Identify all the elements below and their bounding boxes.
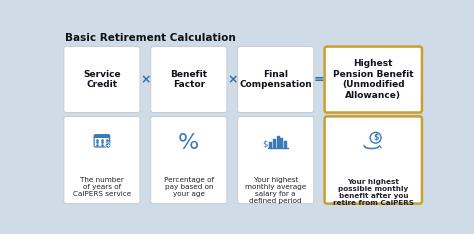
Text: Your highest
possible monthly
benefit after you
retire from CalPERS: Your highest possible monthly benefit af… — [333, 179, 414, 206]
Text: =: = — [314, 73, 325, 86]
Bar — [269, 142, 272, 148]
Text: Final
Compensation: Final Compensation — [239, 70, 312, 89]
Text: Service
Credit: Service Credit — [83, 70, 121, 89]
Text: The number
of years of
CalPERS service: The number of years of CalPERS service — [73, 177, 131, 197]
Bar — [284, 141, 287, 148]
Text: +: + — [106, 143, 111, 148]
Text: ×: × — [227, 73, 237, 86]
Text: Your highest
monthly average
salary for a
defined period: Your highest monthly average salary for … — [245, 177, 306, 205]
Text: Highest
Pension Benefit
(Unmodified
Allowance): Highest Pension Benefit (Unmodified Allo… — [333, 59, 414, 100]
FancyBboxPatch shape — [325, 116, 422, 204]
Text: $: $ — [262, 139, 267, 148]
Text: Basic Retirement Calculation: Basic Retirement Calculation — [65, 33, 236, 44]
Text: $: $ — [373, 133, 378, 142]
FancyBboxPatch shape — [325, 47, 422, 113]
Bar — [273, 139, 276, 148]
FancyBboxPatch shape — [237, 116, 314, 204]
Text: %: % — [178, 133, 200, 153]
FancyBboxPatch shape — [64, 116, 140, 204]
FancyBboxPatch shape — [64, 47, 140, 113]
Bar — [281, 138, 283, 148]
FancyBboxPatch shape — [237, 47, 314, 113]
FancyBboxPatch shape — [151, 116, 227, 204]
Circle shape — [105, 143, 111, 148]
Text: Benefit
Factor: Benefit Factor — [170, 70, 208, 89]
FancyBboxPatch shape — [151, 47, 227, 113]
Bar — [276, 136, 280, 148]
FancyBboxPatch shape — [94, 135, 109, 147]
Bar — [94, 135, 109, 138]
Text: ×: × — [140, 73, 151, 86]
Text: Percentage of
pay based on
your age: Percentage of pay based on your age — [164, 177, 214, 197]
Circle shape — [370, 132, 381, 143]
